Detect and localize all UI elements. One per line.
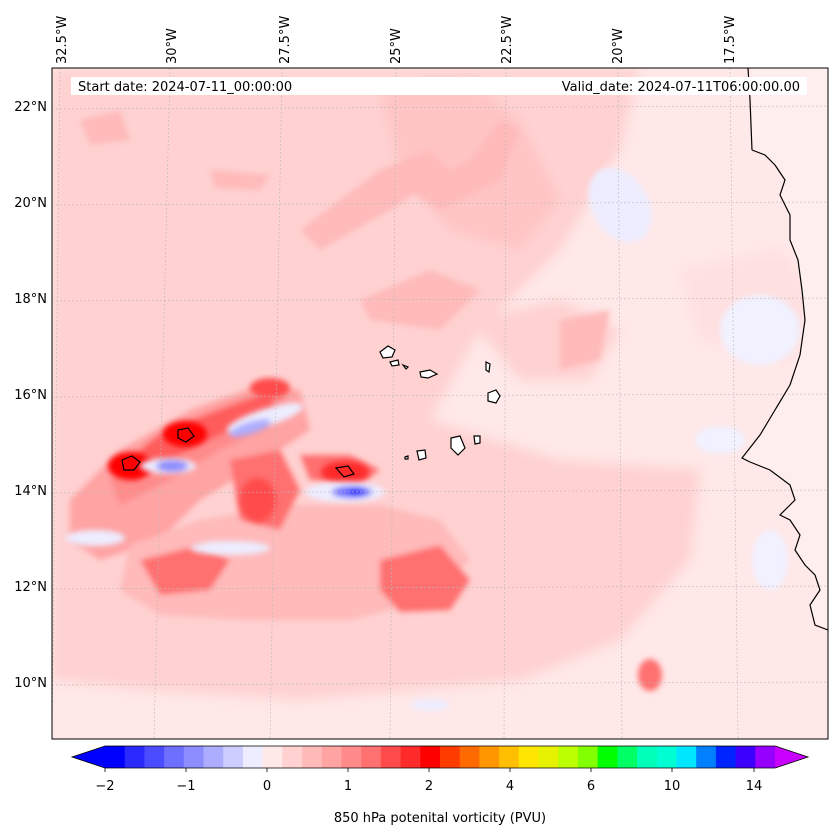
colorbar-cell — [242, 746, 264, 768]
colorbar-tick-label: 6 — [587, 779, 595, 794]
colorbar-cell — [479, 746, 500, 768]
colorbar-tick-label: 14 — [746, 779, 763, 794]
colorbar-cell — [656, 746, 678, 768]
lon-label: 32.5°W — [55, 16, 70, 64]
lat-label: 20°N — [14, 196, 47, 211]
colorbar-cell — [420, 746, 441, 768]
colorbar-cell — [617, 746, 638, 768]
colorbar-tick-label: 10 — [664, 779, 681, 794]
colorbar-tick-label: 0 — [263, 779, 271, 794]
colorbar-cell — [459, 746, 481, 768]
pv-streaks — [80, 110, 610, 370]
latitude-labels: 22°N 20°N 18°N 16°N 14°N 12°N 10°N — [14, 100, 47, 691]
colorbar-cell — [735, 746, 756, 768]
colorbar-cell — [124, 746, 146, 768]
cape-verde-islands — [379, 345, 501, 461]
colorbar-cell — [380, 746, 402, 768]
africa-land — [742, 68, 828, 630]
lon-label: 20°W — [611, 28, 626, 64]
pv-core-outlines — [121, 427, 355, 478]
colorbar-under-arrow — [72, 746, 105, 768]
lon-label: 17.5°W — [723, 16, 738, 64]
colorbar-cell — [558, 746, 579, 768]
pv-contour-field — [52, 68, 828, 711]
graticule — [52, 68, 828, 739]
colorbar-ticks — [104, 768, 755, 772]
colorbar-tick-label: −2 — [95, 779, 114, 794]
pv-negative-pockets — [65, 167, 800, 711]
colorbar-cell — [105, 746, 126, 768]
colorbar-tick-label: 1 — [344, 779, 352, 794]
colorbar-cell — [144, 746, 165, 768]
colorbar-cell — [499, 746, 520, 768]
lat-label: 14°N — [14, 484, 47, 499]
colorbar: −2 −1 0 1 2 4 6 10 14 850 hPa potenital … — [70, 745, 810, 826]
colorbar-cell — [755, 746, 776, 768]
colorbar-title: 850 hPa potenital vorticity (PVU) — [334, 811, 546, 826]
lon-label: 27.5°W — [278, 16, 293, 64]
colorbar-cell — [361, 746, 382, 768]
colorbar-cell — [302, 746, 323, 768]
colorbar-cell — [164, 746, 185, 768]
colorbar-cell — [262, 746, 283, 768]
colorbar-cell — [400, 746, 421, 768]
colorbar-cell — [183, 746, 205, 768]
colorbar-over-arrow — [775, 746, 808, 768]
colorbar-cell — [715, 746, 737, 768]
lon-label: 25°W — [389, 28, 404, 64]
colorbar-cell — [518, 746, 540, 768]
lat-label: 18°N — [14, 292, 47, 307]
start-date-label: Start date: 2024-07-11_00:00:00 — [78, 80, 292, 95]
lat-label: 12°N — [14, 580, 47, 595]
map-panel[interactable]: Start date: 2024-07-11_00:00:00 Valid_da… — [51, 67, 829, 740]
colorbar-cell — [321, 746, 343, 768]
colorbar-cell — [637, 746, 658, 768]
colorbar-cell — [676, 746, 697, 768]
africa-coastline — [741, 149, 828, 631]
lon-label: 22.5°W — [500, 16, 515, 64]
lat-label: 10°N — [14, 676, 47, 691]
colorbar-tick-label: 2 — [425, 779, 433, 794]
colorbar-cell — [597, 746, 618, 768]
valid-date-label: Valid_date: 2024-07-11T06:00:00.00 — [562, 80, 800, 95]
colorbar-cells — [105, 746, 776, 768]
colorbar-cell — [440, 746, 461, 768]
colorbar-cell — [282, 746, 303, 768]
longitude-labels: 32.5°W 30°W 27.5°W 25°W 22.5°W 20°W 17.5… — [55, 16, 738, 64]
lat-label: 22°N — [14, 100, 47, 115]
date-header-box — [71, 77, 807, 95]
colorbar-cell — [341, 746, 362, 768]
colorbar-cell — [577, 746, 599, 768]
map-frame — [51, 67, 829, 740]
colorbar-tick-labels: −2 −1 0 1 2 4 6 10 14 — [95, 779, 762, 794]
colorbar-cell — [203, 746, 224, 768]
lon-label: 30°W — [165, 28, 180, 64]
colorbar-cell — [538, 746, 559, 768]
colorbar-cell — [223, 746, 244, 768]
lat-label: 16°N — [14, 388, 47, 403]
colorbar-cell — [696, 746, 717, 768]
pv-intense-cores — [108, 378, 662, 691]
colorbar-tick-label: 4 — [506, 779, 514, 794]
colorbar-tick-label: −1 — [176, 779, 195, 794]
